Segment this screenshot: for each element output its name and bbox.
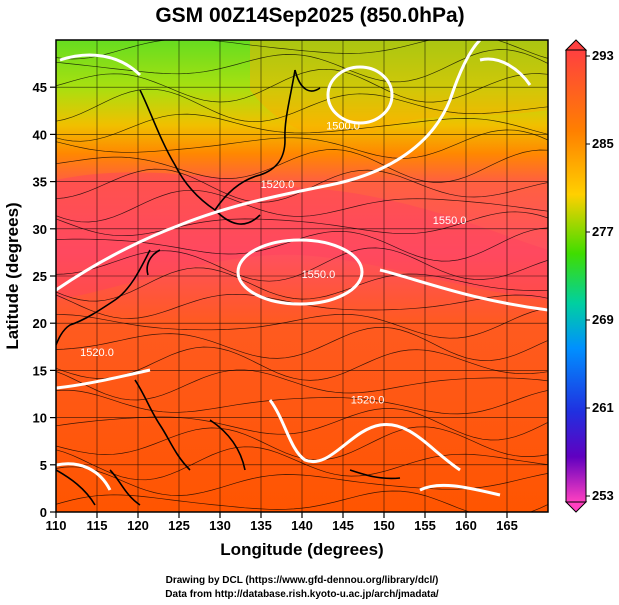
y-tick-label: 45 — [33, 80, 47, 95]
y-tick-label: 0 — [40, 505, 47, 520]
x-tick-label: 115 — [87, 518, 108, 533]
y-tick-label: 10 — [33, 411, 47, 426]
contour-label: 1550.0 — [302, 269, 336, 281]
colorbar-labels: 293 285 277 269 261 253 — [586, 48, 614, 503]
x-tick-label: 110 — [46, 518, 67, 533]
contour-label: 1520.0 — [261, 179, 295, 191]
x-axis-title: Longitude (degrees) — [220, 540, 383, 559]
colorbar-label: 285 — [592, 136, 614, 151]
contour-label: 1520.0 — [351, 394, 385, 406]
y-tick-label: 35 — [33, 175, 47, 190]
colorbar-ramp — [565, 49, 587, 503]
colorbar-label: 261 — [592, 400, 614, 415]
x-tick-label: 155 — [414, 518, 436, 533]
y-tick-label: 5 — [40, 458, 47, 473]
credit-drawing: Drawing by DCL (https://www.gfd-dennou.o… — [166, 575, 439, 586]
grid-lines — [56, 40, 548, 512]
x-tick-label: 125 — [168, 518, 190, 533]
colorbar-label: 253 — [592, 488, 614, 503]
x-tick-label: 140 — [291, 518, 313, 533]
x-tick-label: 145 — [332, 518, 354, 533]
contour-label: 1520.0 — [80, 347, 114, 359]
colorbar-label: 293 — [592, 48, 614, 63]
y-tick-label: 20 — [33, 316, 47, 331]
x-tick-label: 160 — [455, 518, 477, 533]
colorbar-label: 277 — [592, 224, 614, 239]
colorbar-bottom-arrow — [564, 501, 588, 513]
coastlines — [56, 69, 401, 506]
y-axis: 0 5 10 15 20 25 30 35 40 45 — [33, 80, 56, 520]
x-tick-label: 150 — [373, 518, 395, 533]
contour-label: 1550.0 — [433, 215, 467, 227]
plot-area: 1520.0 1550.0 1550.0 1520.0 1520.0 1500.0 — [56, 40, 548, 512]
contour-label: 1500.0 — [326, 121, 360, 133]
y-tick-label: 15 — [33, 363, 47, 378]
x-tick-label: 120 — [127, 518, 149, 533]
colorbar-top-arrow — [564, 39, 588, 51]
height-contours — [56, 40, 548, 497]
x-tick-label: 135 — [250, 518, 272, 533]
y-tick-label: 40 — [33, 127, 47, 142]
y-axis-title: Latitude (degrees) — [3, 202, 22, 349]
x-tick-label: 130 — [209, 518, 231, 533]
x-axis: 110 115 120 125 130 135 140 145 150 155 160 165 — [46, 512, 518, 533]
x-tick-label: 165 — [496, 518, 518, 533]
colorbar-label: 269 — [592, 312, 614, 327]
colorbar: 293 285 277 269 261 253 — [564, 39, 614, 513]
credit-data: Data from http://database.rish.kyoto-u.a… — [165, 589, 439, 600]
map-title: GSM 00Z14Sep2025 (850.0hPa) — [155, 4, 464, 27]
contour-labels: 1520.0 1550.0 1550.0 1520.0 1520.0 1500.0 — [80, 121, 466, 407]
y-tick-label: 25 — [33, 269, 47, 284]
y-tick-label: 30 — [33, 222, 47, 237]
